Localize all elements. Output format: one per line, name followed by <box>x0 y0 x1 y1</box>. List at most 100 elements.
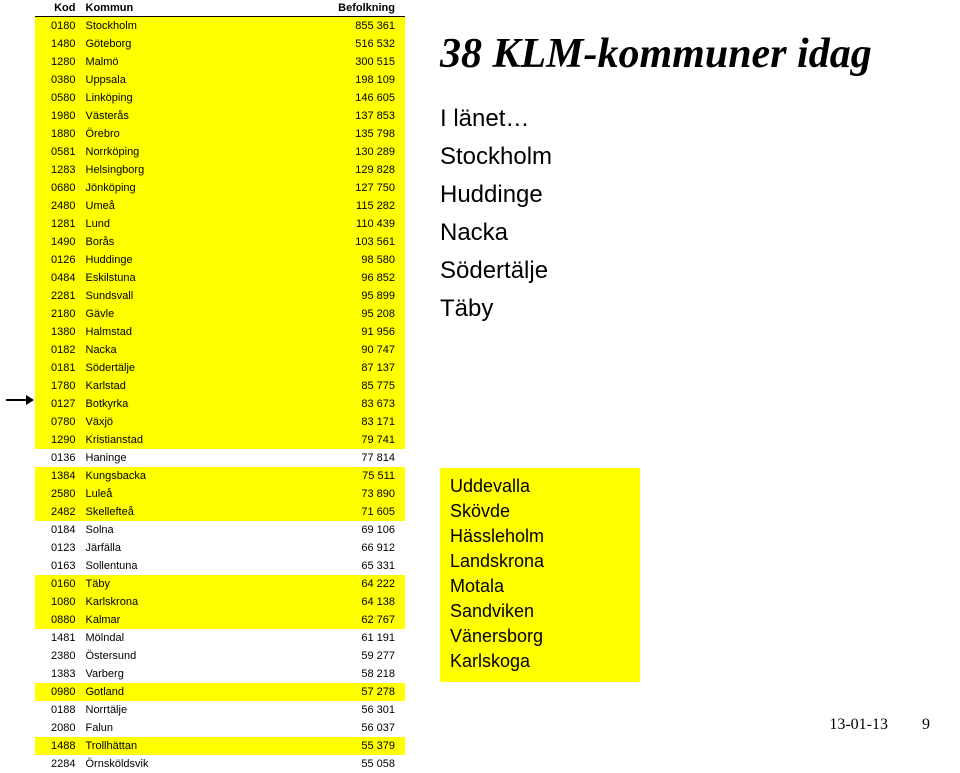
table-row: 0127Botkyrka83 673 <box>35 395 405 413</box>
cell-kod: 2281 <box>35 287 82 305</box>
table-row: 2380Östersund59 277 <box>35 647 405 665</box>
cell-kod: 0160 <box>35 575 82 593</box>
yellow-box-item: Sandviken <box>450 599 630 624</box>
footer-date: 13-01-13 <box>829 716 888 733</box>
slide: Kod Kommun Befolkning 0180Stockholm855 3… <box>0 0 960 752</box>
yellow-box-item: Landskrona <box>450 549 630 574</box>
cell-befolkning: 64 138 <box>294 593 405 611</box>
lanet-item: Stockholm <box>440 138 552 176</box>
cell-kod: 0127 <box>35 395 82 413</box>
cell-kommun: Solna <box>82 521 294 539</box>
cell-befolkning: 55 379 <box>294 737 405 755</box>
table-row: 0380Uppsala198 109 <box>35 71 405 89</box>
table-row: 2180Gävle95 208 <box>35 305 405 323</box>
cell-kommun: Gotland <box>82 683 294 701</box>
table-row: 0163Sollentuna65 331 <box>35 557 405 575</box>
cell-kod: 1080 <box>35 593 82 611</box>
cell-kommun: Kungsbacka <box>82 467 294 485</box>
cell-kod: 0188 <box>35 701 82 719</box>
cell-kod: 1281 <box>35 215 82 233</box>
footer: 13-01-13 9 <box>799 716 930 734</box>
cell-kod: 1290 <box>35 431 82 449</box>
table-row: 1490Borås103 561 <box>35 233 405 251</box>
cell-befolkning: 95 899 <box>294 287 405 305</box>
cell-kod: 2380 <box>35 647 82 665</box>
cell-befolkning: 855 361 <box>294 17 405 36</box>
table-header-row: Kod Kommun Befolkning <box>35 0 405 17</box>
table-row: 2480Umeå115 282 <box>35 197 405 215</box>
cell-kod: 0182 <box>35 341 82 359</box>
cell-befolkning: 90 747 <box>294 341 405 359</box>
cell-kommun: Lund <box>82 215 294 233</box>
table-row: 1383Varberg58 218 <box>35 665 405 683</box>
table-row: 1380Halmstad91 956 <box>35 323 405 341</box>
cell-kommun: Örebro <box>82 125 294 143</box>
cell-kod: 1384 <box>35 467 82 485</box>
cell-kommun: Skellefteå <box>82 503 294 521</box>
cell-befolkning: 69 106 <box>294 521 405 539</box>
cell-kod: 0181 <box>35 359 82 377</box>
table-row: 1080Karlskrona64 138 <box>35 593 405 611</box>
cell-kod: 0380 <box>35 71 82 89</box>
kommun-table-wrap: Kod Kommun Befolkning 0180Stockholm855 3… <box>35 0 405 773</box>
cell-kommun: Botkyrka <box>82 395 294 413</box>
lanet-item: Täby <box>440 290 552 328</box>
cell-kommun: Mölndal <box>82 629 294 647</box>
cell-kommun: Karlskrona <box>82 593 294 611</box>
cell-befolkning: 73 890 <box>294 485 405 503</box>
table-row: 0880Kalmar62 767 <box>35 611 405 629</box>
cell-kod: 1481 <box>35 629 82 647</box>
yellow-box: Uddevalla Skövde Hässleholm Landskrona M… <box>440 468 640 682</box>
cell-kommun: Luleå <box>82 485 294 503</box>
cell-kommun: Gävle <box>82 305 294 323</box>
cell-befolkning: 66 912 <box>294 539 405 557</box>
cell-kommun: Stockholm <box>82 17 294 36</box>
cell-befolkning: 137 853 <box>294 107 405 125</box>
cell-befolkning: 146 605 <box>294 89 405 107</box>
cell-kommun: Linköping <box>82 89 294 107</box>
cell-kod: 2480 <box>35 197 82 215</box>
lanet-item: Huddinge <box>440 176 552 214</box>
cell-befolkning: 56 301 <box>294 701 405 719</box>
table-row: 1290Kristianstad79 741 <box>35 431 405 449</box>
lanet-list: I länet… Stockholm Huddinge Nacka Södert… <box>440 100 552 328</box>
table-row: 0136Haninge77 814 <box>35 449 405 467</box>
table-row: 1780Karlstad85 775 <box>35 377 405 395</box>
cell-kod: 0484 <box>35 269 82 287</box>
cell-kommun: Jönköping <box>82 179 294 197</box>
cell-kommun: Norrtälje <box>82 701 294 719</box>
footer-page: 9 <box>922 716 930 733</box>
table-row: 0160Täby64 222 <box>35 575 405 593</box>
cell-kommun: Järfälla <box>82 539 294 557</box>
table-row: 2281Sundsvall95 899 <box>35 287 405 305</box>
cell-kod: 1383 <box>35 665 82 683</box>
table-row: 2580Luleå73 890 <box>35 485 405 503</box>
cell-befolkning: 516 532 <box>294 35 405 53</box>
cell-kommun: Göteborg <box>82 35 294 53</box>
cell-kod: 2482 <box>35 503 82 521</box>
table-row: 0680Jönköping127 750 <box>35 179 405 197</box>
cell-kod: 0780 <box>35 413 82 431</box>
cell-kod: 1780 <box>35 377 82 395</box>
table-row: 1480Göteborg516 532 <box>35 35 405 53</box>
cell-befolkning: 65 331 <box>294 557 405 575</box>
cell-befolkning: 77 814 <box>294 449 405 467</box>
cell-befolkning: 61 191 <box>294 629 405 647</box>
cell-kommun: Södertälje <box>82 359 294 377</box>
table-row: 0188Norrtälje56 301 <box>35 701 405 719</box>
table-row: 0581Norrköping130 289 <box>35 143 405 161</box>
cell-kod: 0136 <box>35 449 82 467</box>
cell-kod: 0680 <box>35 179 82 197</box>
cell-kommun: Halmstad <box>82 323 294 341</box>
cell-befolkning: 56 037 <box>294 719 405 737</box>
table-row: 1280Malmö300 515 <box>35 53 405 71</box>
cell-kommun: Haninge <box>82 449 294 467</box>
cell-befolkning: 135 798 <box>294 125 405 143</box>
cell-kommun: Kalmar <box>82 611 294 629</box>
header-befolkning: Befolkning <box>294 0 405 17</box>
cell-befolkning: 130 289 <box>294 143 405 161</box>
arrow-icon <box>6 394 34 406</box>
cell-kod: 0980 <box>35 683 82 701</box>
table-row: 1488Trollhättan55 379 <box>35 737 405 755</box>
yellow-box-item: Hässleholm <box>450 524 630 549</box>
